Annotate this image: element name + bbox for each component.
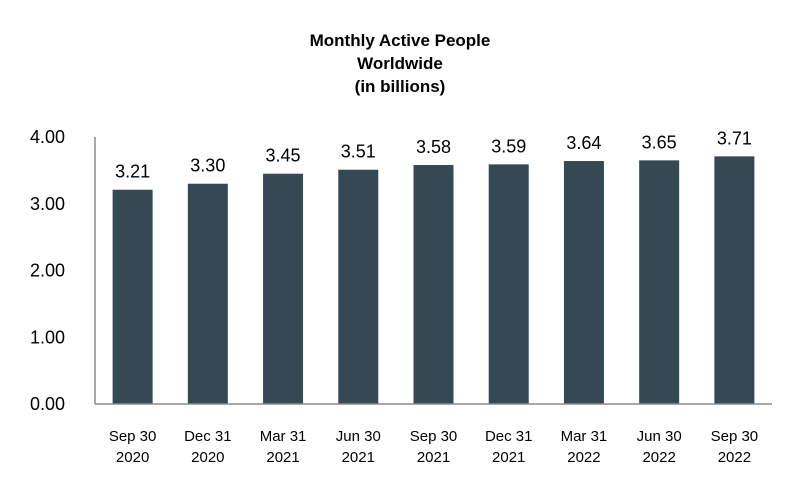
x-axis-ticks: Sep 30 2020 Dec 31 2020 Mar 31 2021 Jun 30 2021… <box>109 428 758 466</box>
x-tick-label: 2021 <box>417 449 450 466</box>
x-tick-label: Jun 30 <box>637 428 682 445</box>
x-tick-label: Sep 30 <box>410 428 458 445</box>
x-tick-label: 2021 <box>266 449 299 466</box>
data-labels: 3.21 3.30 3.45 3.51 3.58 3.59 3.64 3.65 3.71 <box>115 128 752 181</box>
x-tick-label: 2022 <box>567 449 600 466</box>
x-tick-label: Jun 30 <box>336 428 381 445</box>
bar <box>639 160 680 404</box>
bars <box>112 156 755 404</box>
bar <box>187 183 228 404</box>
chart-title-line-2: Worldwide <box>357 54 443 73</box>
x-tick-label: 2022 <box>718 449 751 466</box>
chart-title: Monthly Active People Worldwide (in bill… <box>200 29 600 98</box>
bar <box>563 161 604 404</box>
x-tick-label: 2021 <box>492 449 525 466</box>
data-label: 3.21 <box>115 162 150 182</box>
y-axis-ticks: 0.00 1.00 2.00 3.00 4.00 <box>30 127 65 414</box>
y-tick-label: 3.00 <box>30 194 65 214</box>
x-tick-label: Sep 30 <box>109 428 157 445</box>
y-tick-label: 4.00 <box>30 127 65 147</box>
x-tick-label: Dec 31 <box>485 428 533 445</box>
chart-title-line-3: (in billions) <box>354 77 446 96</box>
axes <box>94 137 772 405</box>
x-tick-label: Mar 31 <box>561 428 608 445</box>
y-tick-label: 0.00 <box>30 394 65 414</box>
x-tick-label: 2022 <box>642 449 675 466</box>
data-label: 3.65 <box>642 132 677 152</box>
y-tick-label: 2.00 <box>30 261 65 281</box>
data-label: 3.58 <box>416 137 451 157</box>
x-tick-label: Dec 31 <box>184 428 232 445</box>
x-tick-label: Sep 30 <box>711 428 759 445</box>
data-label: 3.45 <box>266 146 301 166</box>
bar <box>112 189 153 404</box>
bar <box>413 165 454 404</box>
x-tick-label: 2020 <box>191 449 224 466</box>
x-tick-label: 2021 <box>342 449 375 466</box>
y-tick-label: 1.00 <box>30 327 65 347</box>
data-label: 3.64 <box>566 133 601 153</box>
data-label: 3.51 <box>341 142 376 162</box>
data-label: 3.59 <box>491 136 526 156</box>
data-label: 3.30 <box>190 156 225 176</box>
x-tick-label: Mar 31 <box>260 428 307 445</box>
x-tick-label: 2020 <box>116 449 149 466</box>
bar <box>488 164 529 404</box>
data-label: 3.71 <box>717 128 752 148</box>
bar <box>714 156 755 404</box>
bar <box>338 169 379 404</box>
bar <box>263 173 304 404</box>
chart-title-line-1: Monthly Active People <box>309 31 491 50</box>
